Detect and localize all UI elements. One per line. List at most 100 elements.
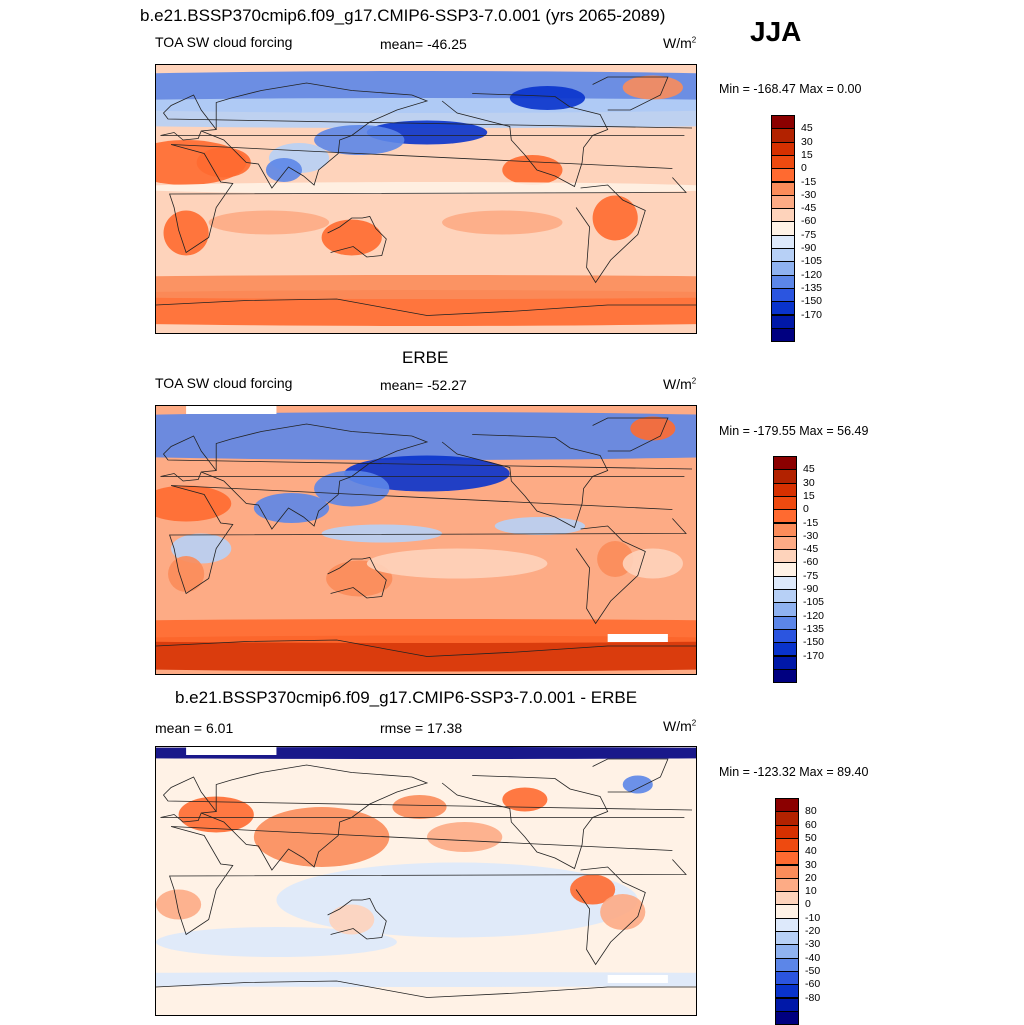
colorbar-box (773, 615, 797, 630)
colorbar-tick-label: 50 (805, 831, 817, 844)
colorbar-tick-label: -135 (803, 622, 825, 635)
main-title: b.e21.BSSP370cmip6.f09_g17.CMIP6-SSP3-7.… (140, 6, 666, 25)
map-field-region (622, 775, 653, 794)
coastline (575, 525, 646, 625)
map-field-region (156, 412, 696, 460)
colorbar-box (773, 602, 797, 617)
colorbar-tick-label: -45 (803, 543, 819, 556)
colorbar-tick-label: -75 (803, 569, 819, 582)
colorbar-box (773, 549, 797, 564)
panel3-map (155, 746, 697, 1016)
colorbar-tick-label: 0 (803, 503, 809, 516)
map-field-region (314, 470, 390, 507)
coastline (201, 423, 429, 530)
coastline (575, 184, 646, 284)
colorbar-tick-label: 60 (805, 818, 817, 831)
map-field-region (156, 927, 397, 957)
colorbar-tick-label: -45 (801, 202, 817, 215)
coastline (592, 758, 669, 793)
colorbar-tick-label: 10 (805, 885, 817, 898)
colorbar-box (775, 984, 799, 999)
colorbar-tick-label: 40 (805, 845, 817, 858)
colorbar-box (775, 970, 799, 986)
map-field-region (427, 822, 503, 852)
colorbar-tick-label: 0 (805, 898, 811, 911)
colorbar-box (773, 589, 797, 604)
coastline (441, 775, 609, 870)
map-field-region (156, 290, 696, 326)
map-field-region (156, 972, 696, 987)
colorbar-box (771, 115, 795, 130)
colorbar-tick-label: 45 (801, 122, 813, 135)
panel3-title: b.e21.BSSP370cmip6.f09_g17.CMIP6-SSP3-7.… (175, 688, 638, 707)
colorbar-tick-label: -135 (801, 281, 823, 294)
colorbar-box (771, 154, 795, 170)
colorbar-box (775, 877, 799, 893)
colorbar-tick-label: 20 (805, 871, 817, 884)
coastline (592, 76, 669, 111)
colorbar-tick-label: -150 (803, 636, 825, 649)
colorbar-tick-label: -150 (801, 295, 823, 308)
map-missing-data (607, 975, 668, 983)
colorbar-box (773, 655, 797, 670)
colorbar-box (771, 141, 795, 156)
colorbar-box (775, 957, 799, 972)
colorbar-box (771, 181, 795, 196)
map-field-region (156, 635, 696, 672)
map-field-region (442, 210, 563, 235)
map-field-region (156, 747, 696, 759)
colorbar-tick-label: -105 (801, 255, 823, 268)
colorbar-box (775, 864, 799, 879)
map-field-region (630, 416, 676, 441)
colorbar-tick-label: -30 (801, 188, 817, 201)
map-field-region (509, 86, 586, 110)
colorbar-box (775, 1010, 799, 1025)
coastline (327, 898, 387, 940)
panel1-left-label: TOA SW cloud forcing (155, 34, 293, 50)
colorbar-tick-label: -15 (801, 175, 817, 188)
colorbar-box (775, 917, 799, 932)
map-field-region (622, 548, 683, 579)
colorbar-tick-label: 30 (803, 476, 815, 489)
map-field-region (196, 147, 251, 178)
colorbar-tick-label: -20 (805, 925, 821, 937)
coastline (201, 764, 429, 871)
colorbar-box (771, 287, 795, 303)
colorbar-box (771, 248, 795, 263)
colorbar-tick-label: 15 (803, 489, 815, 502)
colorbar-tick-label: 15 (801, 148, 813, 161)
colorbar-box (775, 944, 799, 959)
map-missing-data (186, 406, 277, 414)
map-field (156, 747, 696, 1015)
colorbar-tick-label: -30 (805, 938, 821, 951)
map-field-region (178, 796, 254, 833)
colorbar-box (773, 469, 797, 484)
colorbar-box (773, 456, 797, 471)
colorbar-box (775, 811, 799, 826)
colorbar-tick-label: -170 (801, 308, 823, 321)
panel1-minmax: Min = -168.47 Max = 0.00 (719, 82, 862, 96)
panel1-mean-label: mean= -46.25 (380, 36, 467, 52)
coastline (592, 417, 669, 452)
colorbar-box (773, 522, 797, 537)
colorbar-tick-label: -30 (803, 529, 819, 542)
coastline (575, 866, 646, 966)
panel2-mean-label: mean= -52.27 (380, 377, 467, 393)
colorbar-box (775, 824, 799, 839)
map-field (156, 65, 696, 333)
panel3-rmse-label: rmse = 17.38 (380, 720, 463, 736)
coastline (441, 434, 609, 529)
colorbar-box (771, 301, 795, 316)
coastline (169, 144, 687, 254)
map-field-region (156, 275, 696, 299)
colorbar-tick-label: -60 (805, 978, 821, 991)
coastline (327, 216, 387, 258)
colorbar-box (771, 261, 795, 276)
map-field-region (163, 210, 209, 256)
colorbar-tick-label: -50 (805, 964, 821, 977)
map-field-region (592, 195, 638, 241)
panel1-units: W/m2 (663, 35, 697, 51)
map-field-region (156, 182, 696, 194)
panel3-units: W/m2 (663, 718, 697, 734)
map-field-region (622, 75, 683, 100)
